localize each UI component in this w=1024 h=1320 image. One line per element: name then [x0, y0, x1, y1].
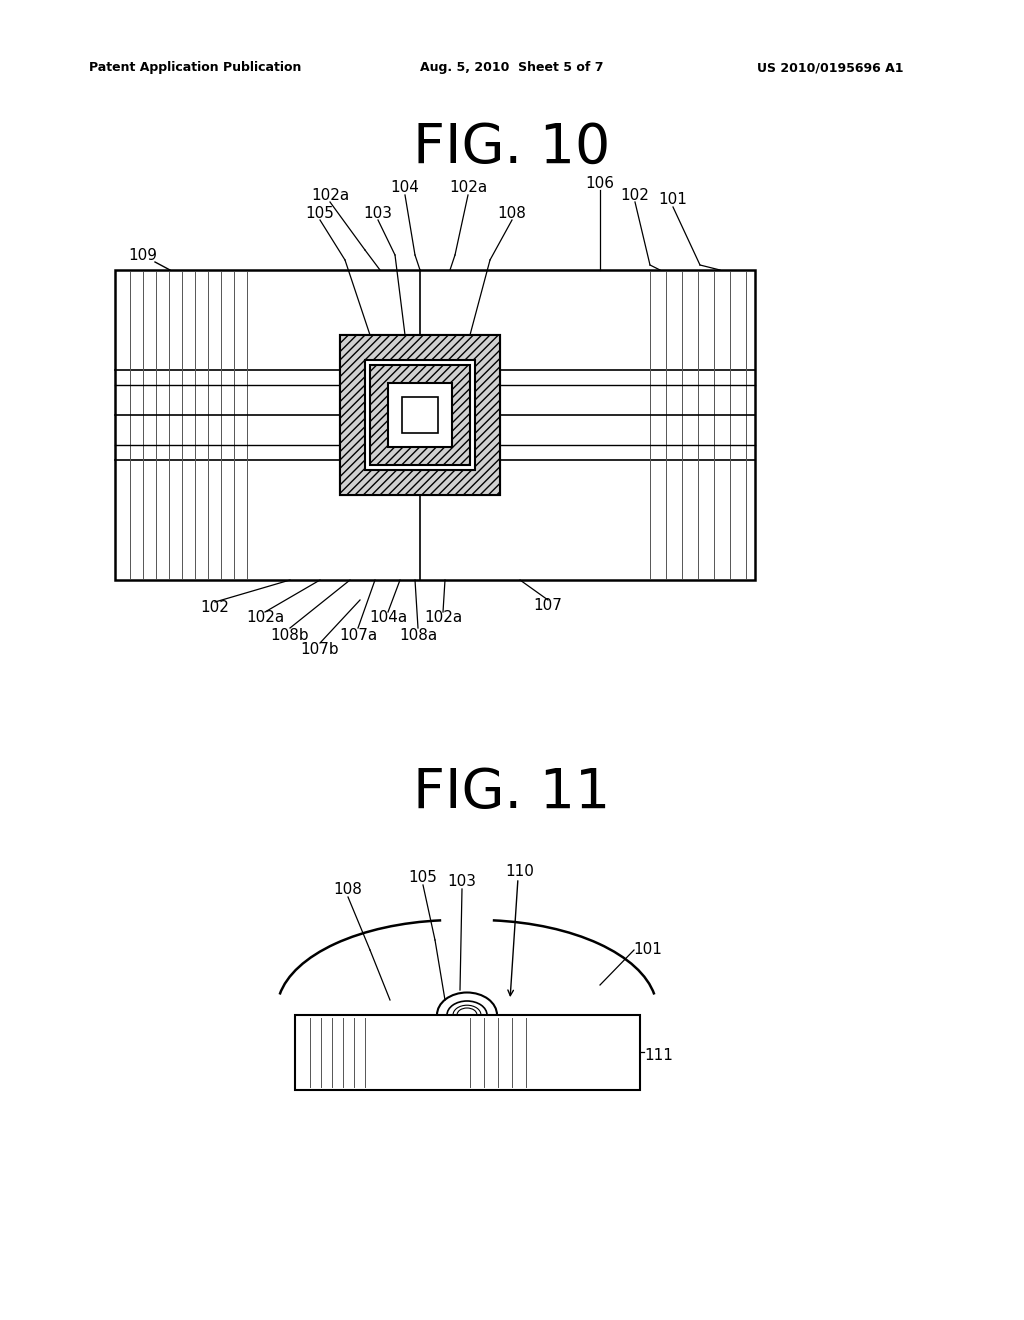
- Bar: [340, 335, 500, 495]
- Bar: [402, 397, 438, 433]
- Text: Patent Application Publication: Patent Application Publication: [89, 62, 301, 74]
- Text: 102a: 102a: [424, 610, 462, 626]
- Text: 105: 105: [305, 206, 335, 220]
- Bar: [388, 383, 452, 447]
- Text: 107b: 107b: [301, 643, 339, 657]
- Text: 105: 105: [409, 870, 437, 886]
- Text: 108a: 108a: [399, 627, 437, 643]
- Text: 101: 101: [634, 942, 663, 957]
- Text: 101: 101: [658, 193, 687, 207]
- Bar: [115, 271, 755, 579]
- Text: FIG. 11: FIG. 11: [414, 766, 610, 820]
- Bar: [365, 360, 475, 470]
- Text: FIG. 10: FIG. 10: [414, 121, 610, 176]
- Text: 103: 103: [447, 874, 476, 890]
- Text: 104: 104: [390, 181, 420, 195]
- Text: 106: 106: [586, 176, 614, 190]
- Text: 108b: 108b: [270, 627, 309, 643]
- Text: 102: 102: [621, 187, 649, 202]
- Text: US 2010/0195696 A1: US 2010/0195696 A1: [757, 62, 903, 74]
- Bar: [295, 1015, 640, 1090]
- Text: 102a: 102a: [246, 610, 284, 626]
- Text: 108: 108: [498, 206, 526, 220]
- Text: 109: 109: [128, 248, 158, 263]
- Text: 102: 102: [201, 601, 229, 615]
- Text: Aug. 5, 2010  Sheet 5 of 7: Aug. 5, 2010 Sheet 5 of 7: [420, 62, 604, 74]
- Text: 108: 108: [334, 883, 362, 898]
- Text: 102a: 102a: [449, 181, 487, 195]
- Text: 107a: 107a: [339, 627, 377, 643]
- Text: 110: 110: [506, 865, 535, 879]
- Text: 103: 103: [364, 206, 392, 220]
- Text: 111: 111: [644, 1048, 674, 1063]
- Bar: [340, 335, 500, 495]
- Text: 107: 107: [534, 598, 562, 614]
- Text: 102a: 102a: [311, 187, 349, 202]
- Text: 104a: 104a: [369, 610, 408, 626]
- Bar: [370, 366, 470, 465]
